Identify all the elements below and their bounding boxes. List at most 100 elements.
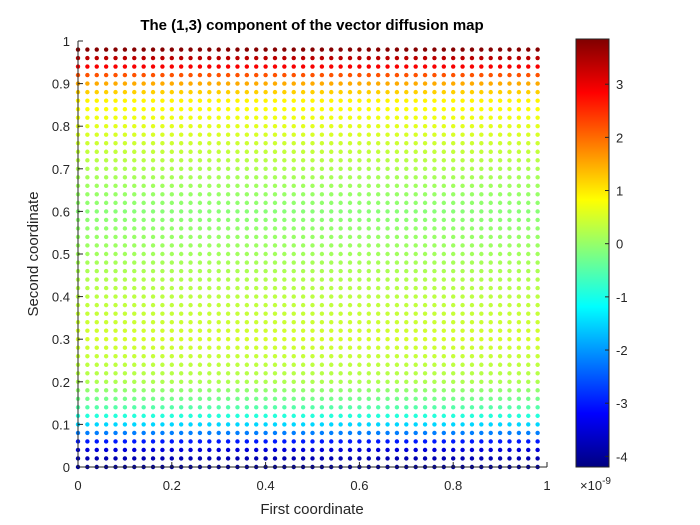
scatter-point xyxy=(319,354,325,359)
scatter-point xyxy=(113,447,118,453)
scatter-point xyxy=(394,268,400,274)
scatter-point xyxy=(451,106,456,112)
scatter-point xyxy=(94,234,99,240)
scatter-point xyxy=(366,226,371,231)
scatter-point xyxy=(197,328,203,333)
scatter-point xyxy=(497,354,503,359)
scatter-point xyxy=(122,379,128,384)
scatter-point xyxy=(507,328,512,333)
scatter-point xyxy=(535,371,540,376)
scatter-point xyxy=(375,268,381,274)
x-tick-label: 0.2 xyxy=(163,478,181,493)
scatter-point xyxy=(497,319,503,325)
scatter-point xyxy=(422,234,428,240)
scatter-point xyxy=(413,302,418,308)
scatter-point xyxy=(263,132,268,137)
scatter-point xyxy=(516,319,522,325)
scatter-point xyxy=(507,72,512,78)
scatter-point xyxy=(479,200,484,206)
scatter-point xyxy=(479,268,484,274)
scatter-point xyxy=(197,439,203,444)
scatter-point xyxy=(235,456,240,461)
scatter-point xyxy=(272,47,278,52)
scatter-point xyxy=(216,294,221,299)
scatter-point xyxy=(122,209,128,214)
scatter-point xyxy=(516,277,522,282)
scatter-point xyxy=(122,396,128,402)
scatter-point xyxy=(338,183,343,189)
scatter-point xyxy=(394,396,400,402)
scatter-point xyxy=(254,405,259,410)
scatter-point xyxy=(516,158,522,163)
scatter-point xyxy=(385,388,390,393)
scatter-point xyxy=(85,430,90,436)
scatter-point xyxy=(94,243,99,248)
scatter-point xyxy=(507,447,512,453)
y-tick-label: 0.6 xyxy=(52,204,70,219)
scatter-point xyxy=(178,226,184,231)
scatter-point xyxy=(357,55,362,61)
scatter-point xyxy=(366,141,371,146)
scatter-point xyxy=(497,149,503,154)
scatter-point xyxy=(141,396,146,402)
scatter-point xyxy=(254,260,259,265)
scatter-point xyxy=(263,64,268,69)
scatter-point xyxy=(150,98,156,103)
scatter-point xyxy=(132,396,137,402)
scatter-point xyxy=(282,439,287,444)
scatter-point xyxy=(141,251,146,257)
scatter-point xyxy=(113,294,118,299)
scatter-point xyxy=(207,200,212,206)
scatter-point xyxy=(94,124,99,129)
scatter-point xyxy=(526,413,531,419)
scatter-point xyxy=(122,234,128,240)
scatter-point xyxy=(535,439,540,444)
scatter-point xyxy=(375,98,381,103)
scatter-point xyxy=(329,124,334,129)
scatter-point xyxy=(460,72,465,78)
scatter-point xyxy=(375,430,381,436)
scatter-point xyxy=(188,430,193,436)
scatter-point xyxy=(422,371,428,376)
scatter-point xyxy=(479,226,484,231)
scatter-point xyxy=(235,302,240,308)
scatter-point xyxy=(469,260,475,265)
scatter-point xyxy=(207,209,212,214)
scatter-point xyxy=(479,405,484,410)
scatter-point xyxy=(103,285,109,291)
scatter-point xyxy=(375,115,381,120)
scatter-point xyxy=(413,362,418,367)
scatter-point xyxy=(432,106,437,112)
scatter-point xyxy=(357,371,362,376)
scatter-point xyxy=(197,294,203,299)
scatter-point xyxy=(141,430,146,436)
scatter-point xyxy=(329,319,334,325)
scatter-point xyxy=(235,439,240,444)
scatter-point xyxy=(310,64,315,69)
scatter-point xyxy=(375,175,381,180)
scatter-point xyxy=(451,166,456,171)
scatter-point xyxy=(272,430,278,436)
scatter-point xyxy=(169,98,174,103)
scatter-point xyxy=(469,388,475,393)
scatter-point xyxy=(282,319,287,325)
scatter-point xyxy=(432,81,437,86)
scatter-point xyxy=(282,192,287,197)
scatter-point xyxy=(329,447,334,453)
scatter-point xyxy=(338,251,343,257)
scatter-point xyxy=(347,456,353,461)
scatter-point xyxy=(235,72,240,78)
scatter-point xyxy=(300,251,306,257)
scatter-point xyxy=(366,158,371,163)
scatter-point xyxy=(413,64,418,69)
scatter-point xyxy=(394,166,400,171)
scatter-point xyxy=(254,234,259,240)
scatter-point xyxy=(178,64,184,69)
x-tick-label: 0.4 xyxy=(257,478,275,493)
scatter-point xyxy=(85,388,90,393)
scatter-point xyxy=(394,354,400,359)
scatter-point xyxy=(394,311,400,316)
scatter-point xyxy=(497,115,503,120)
scatter-point xyxy=(160,439,165,444)
scatter-point xyxy=(338,285,343,291)
